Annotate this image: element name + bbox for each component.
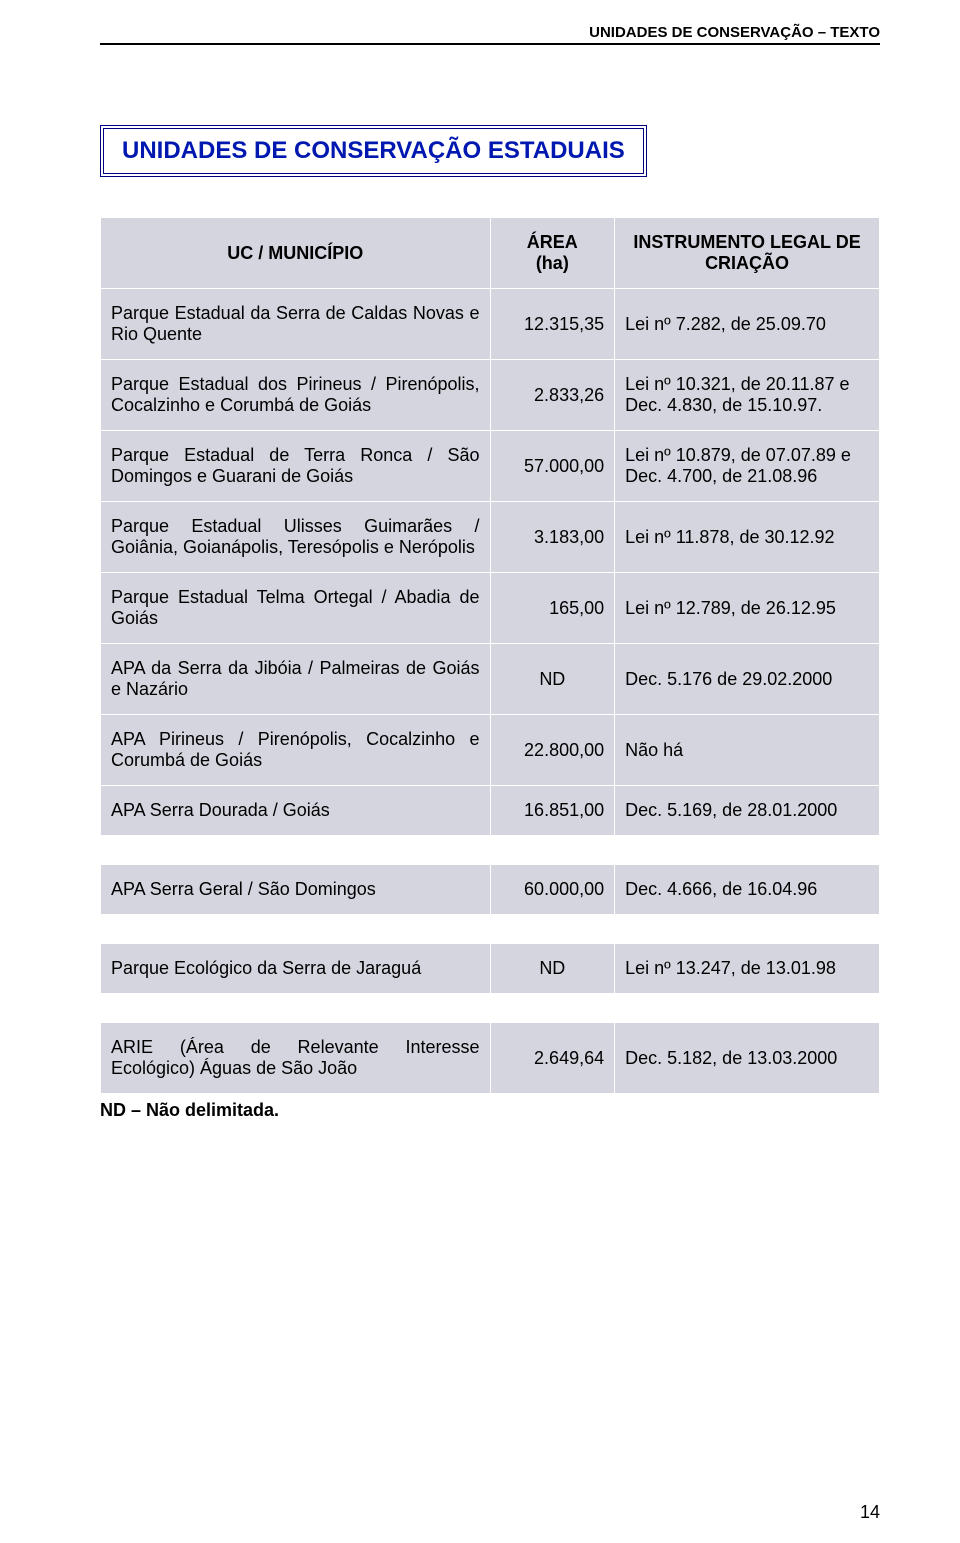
gap-row — [101, 994, 880, 1023]
uc-cell: Parque Estadual da Serra de Caldas Novas… — [101, 289, 491, 360]
units-table: UC / MUNICÍPIO ÁREA (ha) INSTRUMENTO LEG… — [100, 217, 880, 1094]
uc-cell: APA Serra Geral / São Domingos — [101, 865, 491, 915]
inst-cell: Não há — [615, 715, 880, 786]
table-body: Parque Estadual da Serra de Caldas Novas… — [101, 289, 880, 1094]
header-uc: UC / MUNICÍPIO — [101, 218, 491, 289]
footnote: ND – Não delimitada. — [100, 1100, 880, 1121]
inst-cell: Dec. 5.169, de 28.01.2000 — [615, 786, 880, 836]
table-row: Parque Estadual Telma Ortegal / Abadia d… — [101, 573, 880, 644]
table-header-row: UC / MUNICÍPIO ÁREA (ha) INSTRUMENTO LEG… — [101, 218, 880, 289]
page: UNIDADES DE CONSERVAÇÃO – TEXTO UNIDADES… — [0, 0, 960, 1543]
area-cell: 2.833,26 — [490, 360, 615, 431]
uc-cell: APA Serra Dourada / Goiás — [101, 786, 491, 836]
uc-cell: Parque Estadual Ulisses Guimarães / Goiâ… — [101, 502, 491, 573]
area-cell: 22.800,00 — [490, 715, 615, 786]
title-seg: STADUAIS — [504, 137, 625, 164]
area-cell: 165,00 — [490, 573, 615, 644]
title-box: UNIDADES DE CONSERVAÇÃO ESTADUAIS — [100, 125, 647, 177]
table-row: APA Serra Geral / São Domingos60.000,00D… — [101, 865, 880, 915]
area-cell: ND — [490, 944, 615, 994]
table-row: Parque Estadual Ulisses Guimarães / Goiâ… — [101, 502, 880, 573]
area-cell: 57.000,00 — [490, 431, 615, 502]
inst-cell: Lei nº 11.878, de 30.12.92 — [615, 502, 880, 573]
inst-cell: Lei nº 13.247, de 13.01.98 — [615, 944, 880, 994]
inst-cell: Dec. 5.182, de 13.03.2000 — [615, 1023, 880, 1094]
running-header: UNIDADES DE CONSERVAÇÃO – TEXTO — [100, 24, 880, 45]
uc-cell: Parque Estadual Telma Ortegal / Abadia d… — [101, 573, 491, 644]
uc-cell: ARIE (Área de Relevante Interesse Ecológ… — [101, 1023, 491, 1094]
title-cap: U — [122, 137, 139, 164]
table-row: APA Pirineus / Pirenópolis, Cocalzinho e… — [101, 715, 880, 786]
header-area: ÁREA (ha) — [490, 218, 615, 289]
title-cap: E — [488, 137, 504, 164]
title-seg: NIDADES DE — [139, 137, 294, 164]
area-cell: 12.315,35 — [490, 289, 615, 360]
gap-row — [101, 836, 880, 865]
table-row: ARIE (Área de Relevante Interesse Ecológ… — [101, 1023, 880, 1094]
inst-cell: Lei nº 12.789, de 26.12.95 — [615, 573, 880, 644]
area-cell: 2.649,64 — [490, 1023, 615, 1094]
area-cell: 16.851,00 — [490, 786, 615, 836]
header-area-l1: ÁREA — [501, 232, 605, 253]
header-inst-l2: CRIAÇÃO — [625, 253, 869, 274]
inst-cell: Dec. 4.666, de 16.04.96 — [615, 865, 880, 915]
title-cap: C — [294, 137, 311, 164]
uc-cell: APA da Serra da Jibóia / Palmeiras de Go… — [101, 644, 491, 715]
title-seg: ONSERVAÇÃO — [311, 137, 487, 164]
inst-cell: Lei nº 10.879, de 07.07.89 e Dec. 4.700,… — [615, 431, 880, 502]
uc-cell: APA Pirineus / Pirenópolis, Cocalzinho e… — [101, 715, 491, 786]
inst-cell: Lei nº 10.321, de 20.11.87 e Dec. 4.830,… — [615, 360, 880, 431]
table-row: APA da Serra da Jibóia / Palmeiras de Go… — [101, 644, 880, 715]
table-row: APA Serra Dourada / Goiás16.851,00Dec. 5… — [101, 786, 880, 836]
header-inst-l1: INSTRUMENTO LEGAL DE — [625, 232, 869, 253]
table-row: Parque Estadual de Terra Ronca / São Dom… — [101, 431, 880, 502]
inst-cell: Dec. 5.176 de 29.02.2000 — [615, 644, 880, 715]
table-row: Parque Ecológico da Serra de JaraguáNDLe… — [101, 944, 880, 994]
page-number: 14 — [860, 1502, 880, 1523]
uc-cell: Parque Ecológico da Serra de Jaraguá — [101, 944, 491, 994]
table-row: Parque Estadual da Serra de Caldas Novas… — [101, 289, 880, 360]
title-text: UNIDADES DE CONSERVAÇÃO ESTADUAIS — [122, 137, 625, 164]
header-inst: INSTRUMENTO LEGAL DE CRIAÇÃO — [615, 218, 880, 289]
table-row: Parque Estadual dos Pirineus / Pirenópol… — [101, 360, 880, 431]
area-cell: 3.183,00 — [490, 502, 615, 573]
uc-cell: Parque Estadual dos Pirineus / Pirenópol… — [101, 360, 491, 431]
area-cell: 60.000,00 — [490, 865, 615, 915]
uc-cell: Parque Estadual de Terra Ronca / São Dom… — [101, 431, 491, 502]
inst-cell: Lei nº 7.282, de 25.09.70 — [615, 289, 880, 360]
gap-row — [101, 915, 880, 944]
header-area-l2: (ha) — [501, 253, 605, 274]
area-cell: ND — [490, 644, 615, 715]
